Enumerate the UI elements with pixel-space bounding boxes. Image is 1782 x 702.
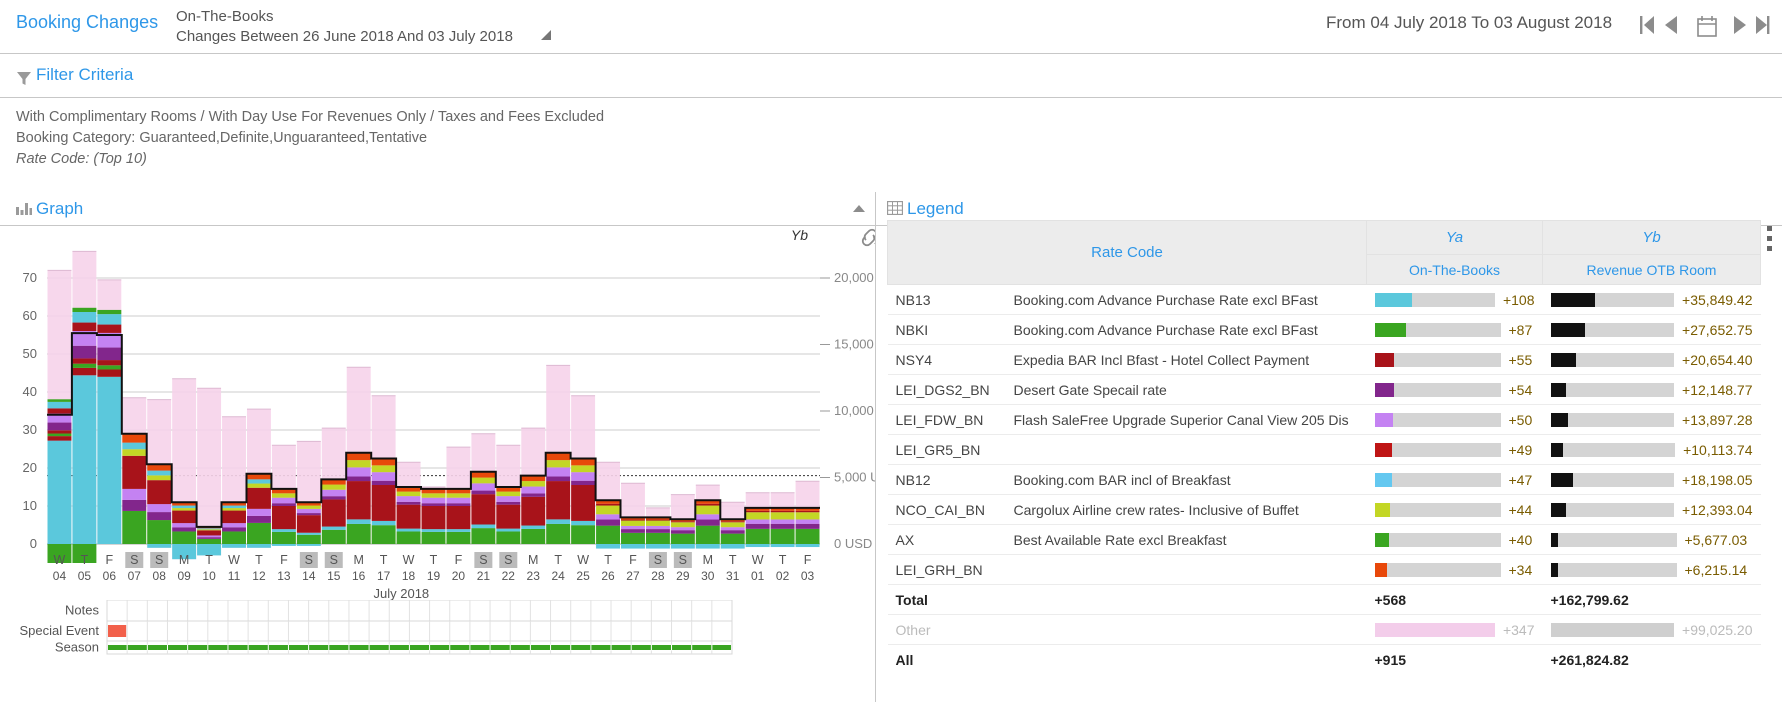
svg-text:T: T (205, 553, 213, 567)
svg-text:0 USD: 0 USD (834, 536, 872, 551)
svg-text:04: 04 (53, 569, 67, 583)
svg-text:16: 16 (352, 569, 366, 583)
svg-text:W: W (228, 553, 240, 567)
svg-text:W: W (403, 553, 415, 567)
svg-text:M: M (528, 553, 538, 567)
svg-text:18: 18 (402, 569, 416, 583)
svg-text:S: S (130, 553, 138, 567)
svg-text:60: 60 (23, 308, 37, 323)
svg-text:26: 26 (601, 569, 615, 583)
svg-text:07: 07 (128, 569, 142, 583)
svg-text:T: T (81, 553, 89, 567)
svg-text:40: 40 (23, 384, 37, 399)
svg-text:20: 20 (23, 460, 37, 475)
svg-text:W: W (577, 553, 589, 567)
svg-text:M: M (179, 553, 189, 567)
svg-text:10: 10 (23, 498, 37, 513)
svg-text:22: 22 (502, 569, 516, 583)
svg-text:20: 20 (452, 569, 466, 583)
svg-text:T: T (255, 553, 263, 567)
svg-text:15,000 USD: 15,000 USD (834, 337, 875, 352)
svg-text:30: 30 (701, 569, 715, 583)
svg-text:F: F (106, 553, 114, 567)
svg-text:10,000 USD: 10,000 USD (834, 403, 875, 418)
svg-text:28: 28 (651, 569, 665, 583)
svg-text:S: S (504, 553, 512, 567)
svg-text:T: T (729, 553, 737, 567)
svg-text:02: 02 (776, 569, 790, 583)
svg-text:T: T (604, 553, 612, 567)
svg-text:14: 14 (302, 569, 316, 583)
svg-text:F: F (629, 553, 637, 567)
svg-text:10: 10 (202, 569, 216, 583)
svg-text:11: 11 (228, 569, 241, 583)
svg-text:F: F (804, 553, 812, 567)
svg-text:5,000 USD: 5,000 USD (834, 470, 875, 485)
svg-text:Yb: Yb (791, 227, 808, 243)
svg-text:13: 13 (277, 569, 291, 583)
svg-text:19: 19 (427, 569, 441, 583)
svg-text:F: F (280, 553, 288, 567)
svg-text:29: 29 (676, 569, 690, 583)
svg-text:27: 27 (626, 569, 640, 583)
svg-text:Season: Season (55, 640, 99, 655)
svg-text:S: S (679, 553, 687, 567)
svg-text:12: 12 (252, 569, 266, 583)
svg-text:T: T (554, 553, 562, 567)
svg-text:W: W (752, 553, 764, 567)
svg-text:T: T (380, 553, 388, 567)
svg-text:25: 25 (576, 569, 590, 583)
svg-text:Notes: Notes (65, 603, 99, 618)
svg-text:06: 06 (103, 569, 117, 583)
svg-text:S: S (155, 553, 163, 567)
svg-text:30: 30 (23, 422, 37, 437)
svg-text:July 2018: July 2018 (374, 586, 430, 600)
svg-text:S: S (479, 553, 487, 567)
svg-text:T: T (430, 553, 438, 567)
svg-text:24: 24 (551, 569, 565, 583)
svg-text:Special Event: Special Event (20, 623, 100, 638)
svg-text:0: 0 (30, 536, 37, 551)
svg-text:09: 09 (177, 569, 191, 583)
svg-text:05: 05 (78, 569, 92, 583)
svg-text:17: 17 (377, 569, 391, 583)
svg-text:70: 70 (23, 270, 37, 285)
svg-text:50: 50 (23, 346, 37, 361)
svg-text:S: S (654, 553, 662, 567)
svg-text:T: T (779, 553, 787, 567)
svg-text:23: 23 (527, 569, 541, 583)
svg-text:31: 31 (726, 569, 740, 583)
svg-text:01: 01 (751, 569, 765, 583)
svg-text:S: S (305, 553, 313, 567)
svg-text:08: 08 (153, 569, 167, 583)
svg-text:15: 15 (327, 569, 341, 583)
svg-text:M: M (353, 553, 363, 567)
svg-text:21: 21 (477, 569, 491, 583)
svg-text:20,000 USD: 20,000 USD (834, 270, 875, 285)
svg-text:W: W (54, 553, 66, 567)
svg-text:03: 03 (801, 569, 815, 583)
svg-text:S: S (330, 553, 338, 567)
svg-text:M: M (703, 553, 713, 567)
svg-text:F: F (455, 553, 463, 567)
